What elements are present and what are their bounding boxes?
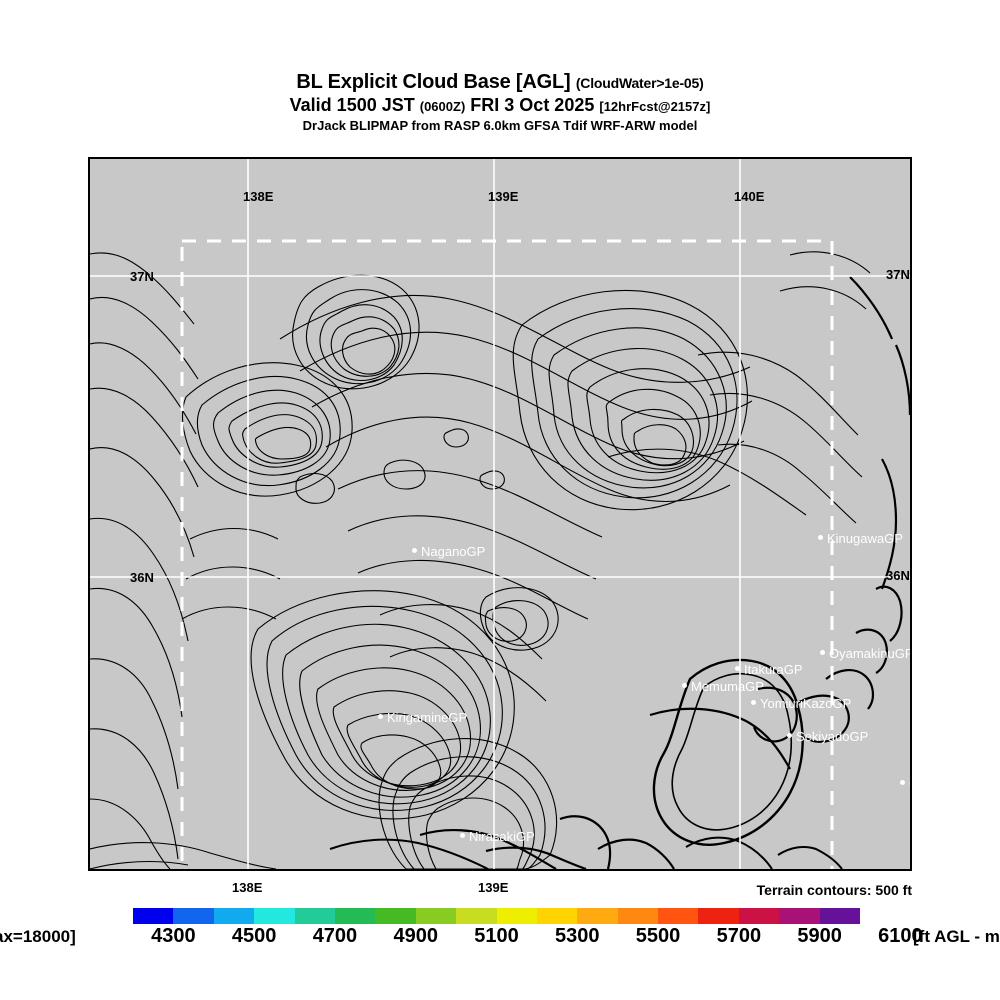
map-canvas[interactable]: 138E 139E 140E 37N 36N NaganoGP Kinugawa… (88, 157, 912, 871)
colorbar-units-note: [ft AGL - m (913, 927, 1000, 946)
title-valid-line: Valid 1500 JST (0600Z) FRI 3 Oct 2025 [1… (0, 96, 1000, 114)
station-marker[interactable]: MemumaGP (682, 679, 764, 693)
colorbar-legend: ax=18000] [ft AGL - m 4300 4500 4700 4900 51… (0, 905, 1000, 965)
station-label: NaganoGP (421, 544, 486, 560)
station-label: YomiuriKazoGP (760, 696, 852, 712)
forecast-stamp: [12hrFcst@2157z] (599, 99, 711, 114)
colorbar-swatch-9 (496, 908, 537, 924)
colorbar-swatch-2 (213, 908, 255, 924)
lon-label-bottom-138e: 138E (232, 880, 263, 895)
colorbar-swatch-10 (536, 908, 578, 924)
station-marker[interactable]: NirasakiGP (460, 829, 535, 843)
station-dot-icon (412, 548, 417, 554)
colorbar-swatch-8 (456, 908, 497, 924)
station-dot-icon (787, 733, 792, 739)
colorbar-swatches (133, 908, 861, 924)
colorbar-tick-5300: 5300 (555, 925, 600, 947)
colorbar-tick-4700: 4700 (312, 925, 358, 947)
station-label: MemumaGP (691, 679, 764, 695)
station-dot-icon (682, 683, 687, 689)
colorbar-tick-4300: 4300 (151, 925, 196, 947)
colorbar-tick-4500: 4500 (231, 925, 277, 947)
terrain-contour-note: Terrain contours: 500 ft (756, 882, 912, 898)
colorbar-swatch-1 (173, 908, 214, 924)
colorbar-swatch-5 (334, 908, 376, 924)
title-condition: (CloudWater>1e-05) (575, 75, 704, 91)
colorbar-swatch-7 (415, 908, 457, 924)
colorbar-tick-5100: 5100 (474, 925, 519, 947)
page-title: BL Explicit Cloud Base [AGL] (296, 71, 571, 93)
lat-label-right-36n: 36N (886, 568, 910, 583)
colorbar-swatch-0 (133, 908, 174, 924)
title-main-line: BL Explicit Cloud Base [AGL] (CloudWater… (0, 72, 1000, 92)
station-label: KinugawaGP (827, 531, 903, 547)
colorbar-swatch-3 (254, 908, 295, 924)
valid-date: FRI 3 Oct 2025 (470, 95, 595, 115)
station-marker[interactable]: SekiyadoGP (787, 729, 868, 743)
station-dot-icon (460, 833, 465, 839)
domain-boundary-box (180, 239, 834, 869)
station-dot-icon (900, 780, 905, 786)
station-dot-icon (378, 714, 383, 720)
station-marker[interactable]: OhtoneAD (900, 776, 910, 791)
terrain-contours (90, 251, 910, 869)
valid-time: Valid 1500 JST (289, 95, 415, 115)
colorbar-swatch-17 (819, 908, 861, 924)
colorbar-swatch-13 (658, 908, 699, 924)
colorbar-max-note: ax=18000] (0, 927, 76, 946)
station-marker[interactable]: OyamakinuGP (820, 646, 912, 662)
colorbar-swatch-4 (294, 908, 335, 924)
station-marker[interactable]: NaganoGP (412, 544, 485, 558)
colorbar-swatch-15 (738, 908, 780, 924)
station-label: OhtoneAD (909, 776, 910, 791)
station-dot-icon (818, 535, 823, 541)
station-label: ItakuraGP (744, 662, 803, 678)
colorbar-tick-5700: 5700 (716, 925, 762, 947)
colorbar-tick-labels: 4300 4500 4700 4900 5100 5300 5500 5700 5900 6100 (0, 925, 1000, 955)
station-dot-icon (735, 666, 740, 672)
colorbar-tick-4900: 4900 (393, 925, 438, 947)
title-block: BL Explicit Cloud Base [AGL] (CloudWater… (0, 72, 1000, 132)
station-marker[interactable]: KirigamineGP (378, 710, 467, 724)
map-contours-layer (90, 159, 910, 869)
colorbar-swatch-6 (375, 908, 416, 924)
model-source-line: DrJack BLIPMAP from RASP 6.0km GFSA Tdif… (302, 118, 698, 133)
station-dot-icon (820, 650, 825, 656)
station-label: SekiyadoGP (796, 729, 869, 745)
lon-label-bottom-139e: 139E (478, 880, 509, 895)
station-dot-icon (751, 700, 756, 706)
valid-time-utc: (0600Z) (419, 99, 466, 114)
station-label: KirigamineGP (387, 710, 468, 726)
colorbar-swatch-14 (698, 908, 739, 924)
colorbar-tick-5900: 5900 (797, 925, 842, 947)
colorbar-swatch-16 (779, 908, 820, 924)
station-marker[interactable]: ItakuraGP (735, 662, 803, 676)
station-label: OyamakinuGP (829, 646, 912, 662)
station-label: NirasakiGP (469, 829, 535, 845)
graticule-lines (90, 159, 910, 869)
colorbar-tick-5500: 5500 (635, 925, 681, 947)
colorbar-swatch-11 (577, 908, 618, 924)
lat-label-right-37n: 37N (886, 267, 910, 282)
colorbar-tick-6100: 6100 (878, 925, 923, 947)
colorbar-swatch-12 (617, 908, 659, 924)
station-marker[interactable]: KinugawaGP (818, 531, 903, 545)
station-marker[interactable]: YomiuriKazoGP (751, 696, 851, 710)
